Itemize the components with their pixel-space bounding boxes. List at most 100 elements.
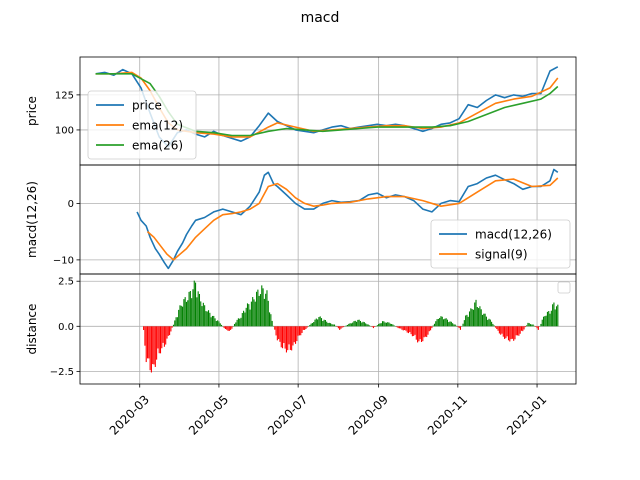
- histogram-bar: [372, 326, 374, 329]
- histogram-bar: [502, 326, 504, 337]
- date-axis: 2020-03 2020-05 2020-07 2020-09 2020-11 2021-…: [107, 384, 549, 438]
- histogram-bar: [471, 309, 473, 327]
- histogram-bar: [388, 322, 390, 327]
- histogram-bar: [153, 326, 155, 365]
- histogram-bar: [497, 326, 499, 331]
- histogram-bar: [284, 326, 286, 349]
- histogram-bar: [176, 317, 178, 327]
- histogram-bar: [446, 319, 449, 327]
- histogram-bar: [146, 326, 149, 359]
- histogram-bar: [449, 321, 451, 327]
- histogram-bar: [513, 326, 515, 341]
- histogram-bar: [274, 326, 276, 330]
- histogram-bar: [443, 319, 445, 327]
- histogram-bar: [422, 326, 424, 342]
- histogram-bar: [152, 326, 154, 365]
- histogram-bar: [275, 326, 277, 336]
- histogram-bar: [383, 321, 385, 327]
- histogram-bar: [285, 326, 288, 353]
- histogram-bar: [433, 323, 436, 327]
- histogram-bar: [233, 323, 236, 327]
- histogram-bar: [210, 317, 212, 327]
- histogram-bar: [310, 323, 312, 327]
- histogram-bar: [311, 323, 313, 327]
- histogram-bar: [554, 309, 556, 327]
- y-axis-label: distance: [25, 304, 39, 355]
- histogram-bar: [406, 326, 408, 333]
- histogram-bar: [474, 302, 476, 327]
- histogram-bar: [387, 322, 389, 327]
- histogram-bar: [436, 319, 438, 327]
- histogram-bar: [223, 326, 225, 329]
- distance-panel: 2.5 0.0 −2.5 distance: [25, 273, 577, 385]
- histogram-bar: [289, 326, 291, 350]
- histogram-bar: [271, 320, 273, 327]
- histogram-bar: [526, 325, 528, 327]
- histogram-bar: [179, 305, 181, 327]
- histogram-bar: [481, 314, 484, 327]
- histogram-bar: [240, 317, 242, 327]
- histogram-bar: [206, 311, 208, 327]
- histogram-bar: [413, 326, 415, 336]
- histogram-bar: [426, 326, 428, 338]
- histogram-bar: [402, 326, 404, 331]
- histogram-bar: [296, 326, 298, 342]
- histogram-bar: [298, 326, 300, 336]
- histogram-bar: [192, 289, 194, 327]
- histogram-bar: [487, 319, 489, 327]
- histogram-bar: [510, 326, 512, 340]
- histogram-bar: [207, 310, 210, 327]
- histogram-bar: [231, 326, 233, 329]
- histogram-bar: [239, 318, 241, 327]
- histogram-bar: [439, 317, 441, 327]
- histogram-bar: [475, 299, 477, 327]
- histogram-bar: [322, 320, 324, 327]
- histogram-bar: [501, 326, 503, 334]
- histogram-bar: [182, 306, 184, 327]
- histogram-bar: [171, 326, 173, 328]
- y-tick-label: 0.0: [58, 322, 74, 333]
- histogram-bar: [494, 326, 497, 328]
- histogram-bar: [544, 316, 546, 327]
- histogram-bar: [384, 322, 386, 327]
- histogram-bar: [409, 326, 411, 333]
- histogram-bar: [391, 323, 393, 327]
- histogram-bar: [389, 323, 391, 327]
- y-axis-label: macd(12,26): [25, 181, 39, 258]
- histogram-bar: [185, 301, 188, 327]
- histogram-bar: [213, 315, 215, 327]
- histogram-bar: [162, 326, 164, 343]
- histogram-bar: [393, 325, 395, 327]
- x-tick-label: 2020-05: [186, 392, 231, 437]
- histogram-bar: [505, 326, 507, 339]
- histogram-bar: [520, 326, 523, 331]
- histogram-bar: [266, 290, 268, 327]
- histogram-bar: [483, 313, 485, 327]
- histogram-bar: [428, 326, 430, 332]
- histogram-bar: [492, 323, 494, 327]
- histogram-bar: [302, 326, 304, 330]
- histogram-bar: [381, 321, 384, 327]
- histogram-bar: [407, 326, 410, 334]
- histogram-bar: [195, 282, 197, 327]
- histogram-bar: [292, 326, 294, 346]
- histogram-bar: [183, 299, 185, 327]
- x-tick-label: 2020-03: [107, 392, 152, 437]
- histogram-bar: [317, 319, 319, 327]
- histogram-bar: [159, 326, 162, 354]
- histogram-bar: [196, 297, 198, 327]
- histogram-bar: [304, 326, 306, 330]
- y-tick-label: −2.5: [50, 367, 74, 378]
- histogram-bar: [269, 312, 271, 327]
- histogram-bar: [365, 323, 367, 327]
- histogram-bar: [345, 325, 347, 327]
- histogram-bar: [340, 326, 342, 329]
- histogram-bar: [550, 310, 552, 327]
- histogram-bar: [468, 311, 471, 327]
- histogram-bar: [396, 326, 398, 328]
- histogram-bar: [220, 324, 223, 327]
- histogram-bar: [354, 320, 356, 327]
- legend-box: [557, 281, 571, 294]
- histogram-bar: [441, 316, 443, 327]
